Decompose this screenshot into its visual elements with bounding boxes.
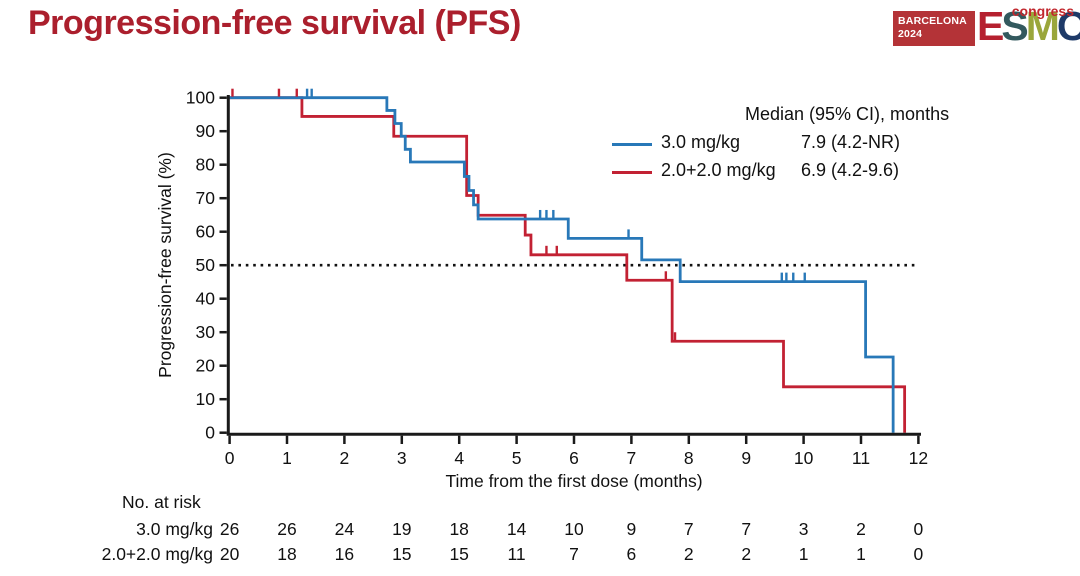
at-risk-value: 7 bbox=[741, 519, 751, 539]
legend-line-sample-blue bbox=[612, 143, 652, 146]
x-axis-title: Time from the first dose (months) bbox=[445, 471, 702, 491]
y-tick-label: 20 bbox=[196, 356, 216, 376]
esmo-congress-logo: BARCELONA 2024 ESMO congress bbox=[881, 3, 1080, 56]
y-tick-label: 100 bbox=[186, 88, 215, 108]
at-risk-value: 0 bbox=[914, 544, 924, 564]
y-tick-label: 10 bbox=[196, 389, 216, 409]
x-tick-label: 1 bbox=[282, 448, 292, 468]
km-curve-3-0-mg-kg bbox=[229, 96, 895, 433]
x-tick-label: 11 bbox=[852, 448, 870, 468]
y-axis-title: Progression-free survival (%) bbox=[155, 152, 175, 378]
esmo-letter-e: E bbox=[977, 3, 1004, 49]
esmo-letter-o: O bbox=[1056, 3, 1080, 49]
at-risk-value: 26 bbox=[277, 519, 296, 539]
at-risk-row-label: 3.0 mg/kg bbox=[136, 519, 213, 539]
at-risk-value: 20 bbox=[220, 544, 240, 564]
x-tick-label: 10 bbox=[794, 448, 814, 468]
y-tick-label: 30 bbox=[196, 322, 216, 342]
legend-row-2plus2mgkg: 2.0+2.0 mg/kg 6.9 (4.2-9.6) bbox=[0, 160, 1080, 186]
at-risk-value: 2 bbox=[684, 544, 694, 564]
at-risk-value: 3 bbox=[799, 519, 809, 539]
legend-row-3mgkg: 3.0 mg/kg 7.9 (4.2-NR) bbox=[0, 132, 1080, 158]
y-tick-label: 40 bbox=[196, 289, 216, 309]
at-risk-value: 15 bbox=[392, 544, 411, 564]
x-tick-label: 8 bbox=[684, 448, 694, 468]
legend-header: Median (95% CI), months bbox=[745, 104, 950, 124]
esmo-logo-wordmark: ESMO bbox=[977, 6, 1080, 47]
at-risk-row-label: 2.0+2.0 mg/kg bbox=[102, 544, 213, 564]
legend-median-value: 6.9 (4.2-9.6) bbox=[801, 160, 900, 180]
x-tick-label: 2 bbox=[340, 448, 350, 468]
at-risk-value: 26 bbox=[220, 519, 239, 539]
x-tick-label: 12 bbox=[909, 448, 928, 468]
at-risk-value: 7 bbox=[569, 544, 579, 564]
y-tick-label: 50 bbox=[196, 255, 216, 275]
at-risk-value: 1 bbox=[856, 544, 866, 564]
x-tick-label: 0 bbox=[225, 448, 235, 468]
esmo-logo-venue-box: BARCELONA 2024 bbox=[893, 11, 975, 46]
at-risk-value: 2 bbox=[856, 519, 866, 539]
at-risk-value: 16 bbox=[335, 544, 354, 564]
y-tick-label: 70 bbox=[196, 188, 216, 208]
esmo-letter-m: M bbox=[1025, 3, 1060, 49]
esmo-logo-congress-label: congress bbox=[1011, 3, 1074, 19]
at-risk-value: 18 bbox=[449, 519, 468, 539]
at-risk-value: 14 bbox=[507, 519, 527, 539]
x-tick-label: 6 bbox=[569, 448, 579, 468]
at-risk-value: 7 bbox=[684, 519, 694, 539]
legend-label: 3.0 mg/kg bbox=[661, 132, 741, 152]
page-title: Progression-free survival (PFS) bbox=[28, 4, 521, 42]
at-risk-value: 1 bbox=[799, 544, 809, 564]
x-tick-label: 4 bbox=[454, 448, 464, 468]
esmo-letter-s: S bbox=[1001, 3, 1028, 49]
at-risk-value: 11 bbox=[508, 544, 526, 564]
y-tick-label: 90 bbox=[196, 121, 216, 141]
at-risk-value: 18 bbox=[277, 544, 296, 564]
at-risk-value: 15 bbox=[449, 544, 468, 564]
at-risk-value: 10 bbox=[564, 519, 584, 539]
at-risk-value: 24 bbox=[335, 519, 355, 539]
esmo-logo-venue-city: BARCELONA bbox=[898, 15, 967, 27]
y-tick-label: 60 bbox=[196, 222, 216, 242]
y-tick-label: 80 bbox=[196, 155, 216, 175]
at-risk-value: 0 bbox=[914, 519, 924, 539]
at-risk-value: 2 bbox=[741, 544, 751, 564]
x-tick-label: 5 bbox=[512, 448, 522, 468]
at-risk-value: 9 bbox=[627, 519, 637, 539]
legend-median-value: 7.9 (4.2-NR) bbox=[801, 132, 901, 152]
at-risk-value: 19 bbox=[392, 519, 411, 539]
esmo-logo-venue-year: 2024 bbox=[898, 27, 923, 40]
at-risk-title: No. at risk bbox=[122, 492, 201, 512]
x-tick-label: 9 bbox=[741, 448, 751, 468]
at-risk-value: 6 bbox=[627, 544, 637, 564]
legend-label: 2.0+2.0 mg/kg bbox=[661, 160, 776, 180]
y-tick-label: 0 bbox=[205, 423, 215, 443]
x-tick-label: 7 bbox=[627, 448, 637, 468]
legend-line-sample-red bbox=[612, 171, 652, 174]
x-tick-label: 3 bbox=[397, 448, 407, 468]
